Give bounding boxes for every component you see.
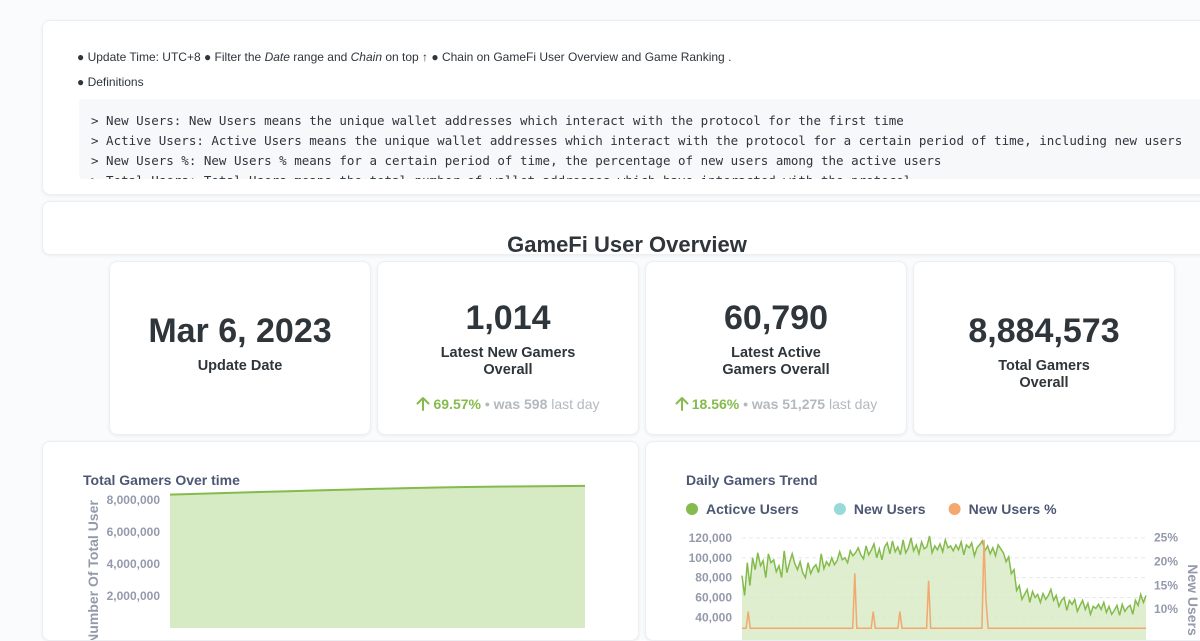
legend-item: New Users xyxy=(854,501,926,517)
y-tick-label: 2,000,000 xyxy=(107,589,161,603)
kpi-delta-period: last day xyxy=(551,396,600,412)
definitions-heading: ● Definitions xyxy=(77,75,144,89)
legend-item: New Users % xyxy=(969,501,1057,517)
y-tick-label-left: 100,000 xyxy=(689,551,733,565)
legend-swatch xyxy=(686,503,698,515)
section-title: GameFi User Overview xyxy=(507,232,747,255)
kpi-update-date[interactable]: Mar 6, 2023 Update Date xyxy=(109,261,371,435)
update-note-text-2: range and xyxy=(289,50,351,64)
kpi-label-line: Total Gamers xyxy=(998,358,1090,374)
update-note-date: Date xyxy=(264,50,290,64)
kpi-label-line: Latest New Gamers xyxy=(440,345,576,361)
y-tick-label: 4,000,000 xyxy=(107,557,161,571)
daily-gamers-chart-card[interactable]: Daily Gamers Trend Acticve Users New User… xyxy=(645,441,1200,641)
legend-swatch xyxy=(833,503,846,515)
y-tick-label-right: 20% xyxy=(1154,554,1178,568)
kpi-value: Mar 6, 2023 xyxy=(148,312,332,350)
chart-title: Daily Gamers Trend xyxy=(686,472,818,488)
definition-total-users: > Total Users: Total Users means the tot… xyxy=(91,171,1200,179)
kpi-delta-percent: 69.57% xyxy=(433,396,481,412)
definitions-code-block[interactable]: > New Users: New Users means the unique … xyxy=(79,99,1200,179)
kpi-value: 8,884,573 xyxy=(968,312,1120,350)
daily-gamers-chart[interactable]: Acticve Users New Users New Users % 40,000 6… xyxy=(646,442,1200,641)
kpi-delta-period: last day xyxy=(828,396,878,412)
legend-item: Acticve Users xyxy=(706,501,799,517)
y-tick-label-left: 40,000 xyxy=(695,610,732,624)
kpi-delta-percent: 18.56% xyxy=(691,396,740,412)
y-tick-label-right: 10% xyxy=(1154,602,1178,616)
total-gamers-chart-card[interactable]: Total Gamers Over time 2,000,000 4,000,00… xyxy=(42,441,639,641)
kpi-label: Update Date xyxy=(110,358,370,375)
chart-title: Total Gamers Over time xyxy=(83,472,240,488)
y-tick-label: 8,000,000 xyxy=(107,493,161,507)
total-gamers-line xyxy=(169,484,586,496)
y-axis-label-right: New Users xyxy=(1185,564,1200,636)
update-note-chain: Chain xyxy=(350,50,382,64)
update-note-text-3: on top ↑ ● Chain on GameFi User Overview… xyxy=(382,50,732,64)
kpi-label: Latest New Gamers Overall xyxy=(378,345,638,379)
kpi-label-line: Update Date xyxy=(197,358,283,374)
kpi-delta: 69.57% • was 598 last day xyxy=(378,396,638,414)
y-tick-label: 6,000,000 xyxy=(107,525,161,539)
y-tick-label-right: 25% xyxy=(1154,531,1178,545)
update-note-text: ● Update Time: UTC+8 ● Filter the xyxy=(77,50,265,64)
update-note: ● Update Time: UTC+8 ● Filter the Date r… xyxy=(77,50,731,64)
kpi-delta: 18.56% • was 51,275 last day xyxy=(646,396,906,414)
definition-new-users-pct: > New Users %: New Users % means for a c… xyxy=(91,153,942,168)
kpi-total-gamers[interactable]: 8,884,573 Total Gamers Overall xyxy=(913,261,1175,435)
y-tick-label-left: 80,000 xyxy=(695,571,732,585)
kpi-label-line: Overall xyxy=(1019,375,1069,391)
kpi-label-line: Latest Active xyxy=(731,345,821,361)
new-users-pct-line xyxy=(742,539,1146,630)
kpi-delta-previous: • was 598 xyxy=(480,396,548,412)
kpi-delta-previous: • was 51,275 xyxy=(739,396,826,412)
y-axis-label: Number Of Total User xyxy=(85,500,101,641)
active-users-line xyxy=(741,535,1147,617)
kpi-label: Latest Active Gamers Overall xyxy=(646,345,906,379)
definition-new-users: > New Users: New Users means the unique … xyxy=(91,113,904,128)
kpi-value: 60,790 xyxy=(724,299,828,337)
section-header-card: GameFi User Overview xyxy=(42,201,1200,255)
total-gamers-chart[interactable]: 2,000,000 4,000,000 6,000,000 8,000,000 Numb… xyxy=(43,442,639,641)
y-tick-label-left: 60,000 xyxy=(695,590,732,604)
active-users-area xyxy=(742,535,1146,640)
intro-card: ● Update Time: UTC+8 ● Filter the Date r… xyxy=(42,20,1200,195)
kpi-label-line: Gamers Overall xyxy=(722,362,830,378)
definition-active-users: > Active Users: Active Users means the u… xyxy=(91,133,1183,148)
arrow-up-icon xyxy=(416,396,430,414)
kpi-latest-new-gamers[interactable]: 1,014 Latest New Gamers Overall 69.57% • … xyxy=(377,261,639,435)
arrow-up-icon xyxy=(675,396,689,414)
kpi-latest-active-gamers[interactable]: 60,790 Latest Active Gamers Overall 18.56… xyxy=(645,261,907,435)
y-tick-label-left: 120,000 xyxy=(689,531,733,545)
total-gamers-area xyxy=(170,485,585,628)
legend-swatch xyxy=(948,503,961,515)
y-tick-label-right: 15% xyxy=(1154,578,1178,592)
kpi-value: 1,014 xyxy=(465,299,551,337)
kpi-label-line: Overall xyxy=(483,362,533,378)
kpi-label: Total Gamers Overall xyxy=(914,358,1174,392)
